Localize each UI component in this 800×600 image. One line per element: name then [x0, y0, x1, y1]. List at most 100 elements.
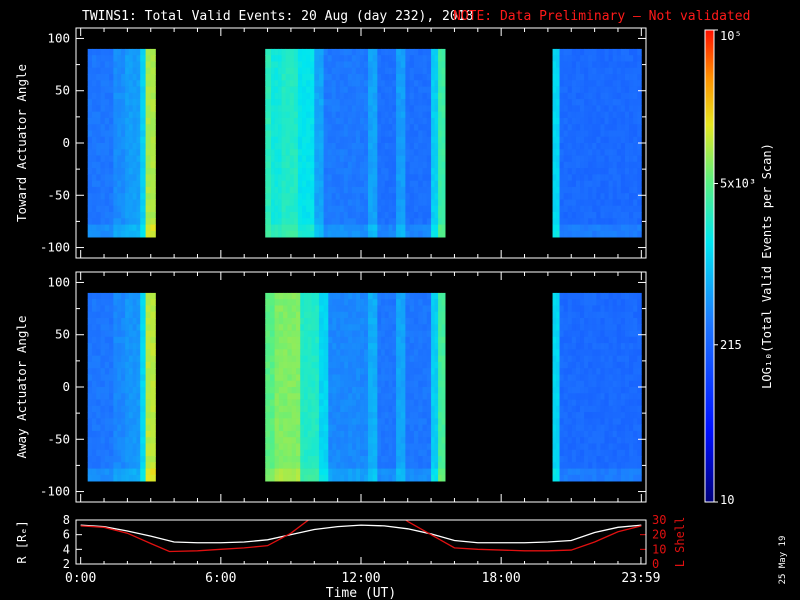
away-heatmap-cell: [265, 368, 271, 375]
toward-heatmap-cell: [355, 174, 361, 182]
toward-heatmap-cell: [359, 186, 365, 194]
toward-heatmap-cell: [405, 61, 411, 69]
away-heatmap-cell: [117, 443, 122, 451]
toward-heatmap-cell: [409, 143, 415, 150]
toward-heatmap-cell: [339, 230, 345, 238]
away-heatmap-cell: [388, 468, 393, 476]
toward-heatmap-cell: [441, 218, 446, 225]
toward-heatmap-cell: [335, 86, 341, 94]
away-heatmap-cell: [624, 380, 630, 388]
away-heatmap-cell: [422, 374, 428, 382]
toward-heatmap-cell: [339, 67, 345, 75]
toward-heatmap-cell: [343, 136, 349, 144]
away-heatmap-cell: [633, 368, 638, 375]
away-heatmap-cell: [624, 412, 630, 419]
toward-heatmap-cell: [293, 155, 299, 163]
toward-heatmap-cell: [104, 149, 110, 156]
toward-heatmap-cell: [384, 74, 389, 81]
toward-heatmap-cell: [381, 218, 386, 225]
toward-heatmap-cell: [314, 212, 320, 219]
away-heatmap-cell: [600, 311, 605, 319]
toward-heatmap-cell: [422, 193, 428, 200]
away-heatmap-cell: [283, 324, 288, 331]
away-heatmap-cell: [368, 412, 374, 419]
toward-heatmap-cell: [620, 80, 626, 87]
toward-heatmap-cell: [136, 186, 141, 194]
away-heatmap-cell: [377, 437, 382, 444]
toward-heatmap-cell: [281, 205, 287, 213]
away-heatmap-cell: [140, 474, 147, 482]
toward-heatmap-cell: [580, 130, 585, 138]
toward-heatmap-cell: [318, 86, 325, 94]
toward-heatmap-cell: [405, 218, 411, 225]
away-heatmap-cell: [422, 343, 428, 350]
toward-heatmap-cell: [556, 48, 560, 56]
toward-heatmap-cell: [289, 168, 295, 175]
toward-heatmap-cell: [580, 105, 585, 113]
toward-heatmap-cell: [109, 230, 114, 238]
toward-heatmap-cell: [314, 199, 320, 207]
away-heatmap-cell: [441, 387, 446, 394]
away-heatmap-cell: [434, 456, 439, 463]
away-heatmap-cell: [104, 424, 110, 432]
toward-heatmap-cell: [368, 74, 374, 81]
away-heatmap-cell: [318, 387, 325, 394]
toward-heatmap-cell: [388, 80, 393, 87]
toward-heatmap-cell: [310, 155, 315, 163]
away-heatmap-cell: [291, 443, 297, 451]
toward-heatmap-cell: [431, 99, 435, 106]
away-heatmap-cell: [132, 318, 137, 325]
toward-heatmap-cell: [347, 117, 353, 125]
toward-heatmap-cell: [343, 199, 349, 207]
toward-heatmap-cell: [343, 74, 349, 81]
toward-heatmap-cell: [567, 61, 573, 69]
away-heatmap-cell: [563, 387, 569, 394]
away-heatmap-cell: [604, 412, 610, 419]
away-heatmap-cell: [278, 443, 284, 451]
away-heatmap-cell: [600, 418, 605, 426]
away-heatmap-cell: [96, 474, 101, 482]
toward-heatmap-cell: [109, 67, 114, 75]
away-heatmap-cell: [604, 418, 610, 426]
toward-heatmap-cell: [113, 86, 118, 94]
away-heatmap-cell: [620, 336, 626, 344]
toward-heatmap-cell: [405, 143, 411, 150]
away-heatmap-cell: [400, 449, 406, 457]
toward-heatmap-cell: [434, 67, 439, 75]
away-heatmap-cell: [348, 456, 353, 463]
away-heatmap-cell: [381, 318, 386, 325]
toward-heatmap-cell: [563, 111, 569, 119]
away-heatmap-cell: [332, 336, 337, 344]
away-heatmap-cell: [604, 311, 610, 319]
away-heatmap-cell: [283, 468, 288, 476]
away-heatmap-cell: [441, 330, 446, 338]
toward-heatmap-cell: [132, 161, 137, 169]
toward-heatmap-cell: [592, 224, 597, 232]
away-heatmap-cell: [328, 355, 333, 363]
away-heatmap-cell: [336, 412, 341, 419]
away-heatmap-cell: [612, 324, 618, 331]
away-heatmap-cell: [377, 468, 382, 476]
away-heatmap-cell: [624, 324, 630, 331]
away-heatmap-cell: [434, 430, 439, 438]
away-heatmap-cell: [125, 324, 130, 331]
away-heatmap-cell: [368, 393, 374, 400]
away-heatmap-cell: [604, 399, 610, 407]
away-heatmap-cell: [328, 305, 333, 313]
toward-heatmap-cell: [422, 105, 428, 113]
toward-heatmap-cell: [418, 92, 423, 100]
away-heatmap-cell: [552, 324, 557, 331]
toward-heatmap-cell: [396, 212, 402, 219]
away-heatmap-cell: [132, 311, 137, 319]
away-heatmap-cell: [629, 336, 634, 344]
toward-heatmap-cell: [331, 224, 337, 232]
toward-heatmap-cell: [552, 130, 557, 138]
toward-heatmap-cell: [343, 124, 349, 131]
toward-heatmap-cell: [87, 55, 93, 62]
toward-heatmap-cell: [552, 193, 557, 200]
away-heatmap-cell: [283, 349, 288, 357]
away-heatmap-cell: [567, 424, 573, 432]
away-heatmap-cell: [307, 368, 312, 375]
toward-heatmap-cell: [297, 174, 303, 182]
away-heatmap-cell: [132, 355, 137, 363]
